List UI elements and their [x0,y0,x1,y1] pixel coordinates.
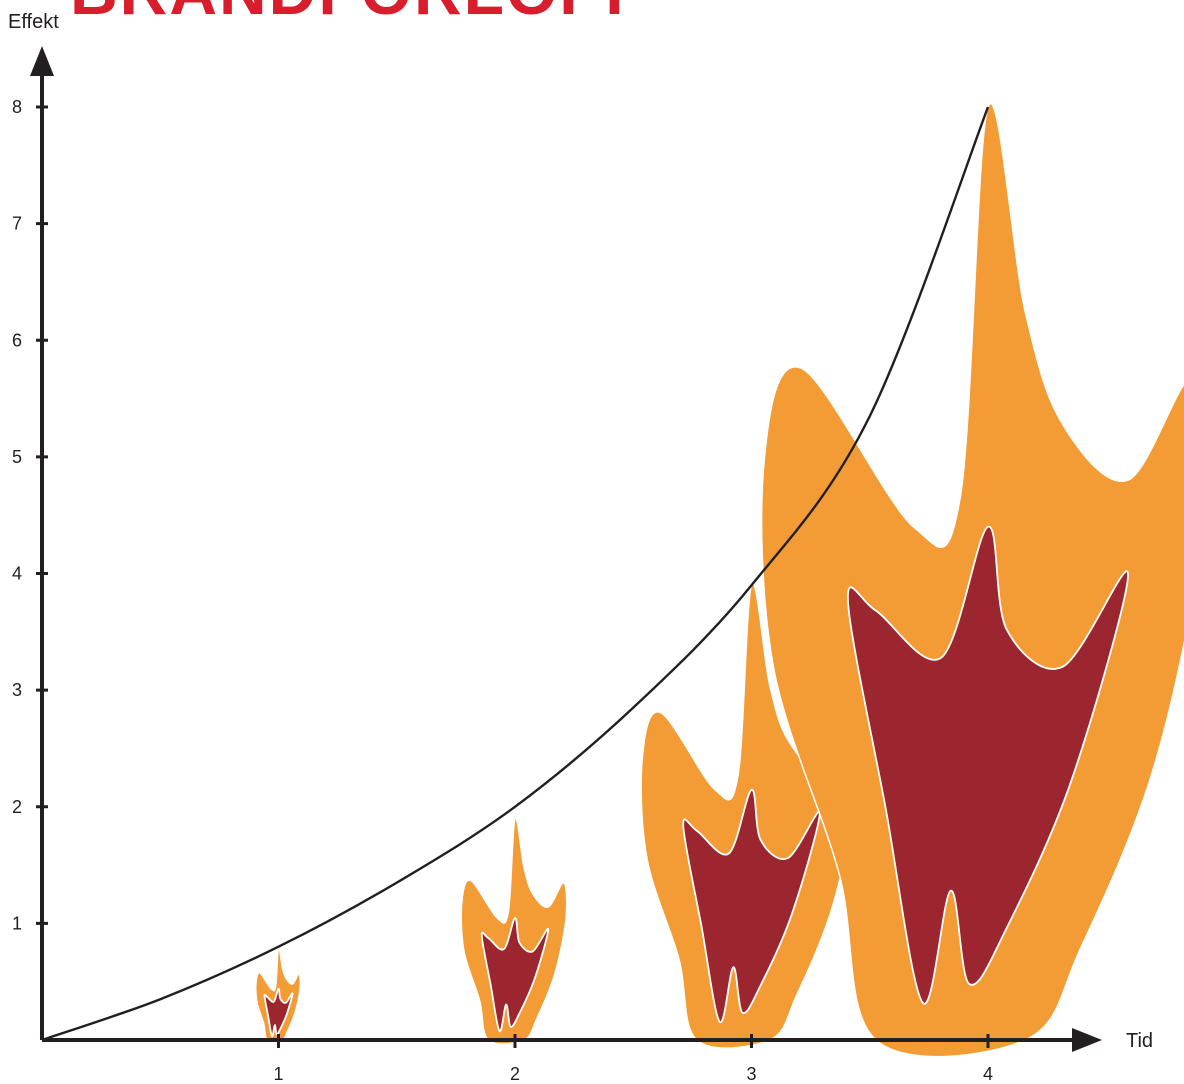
x-axis-label: Tid [1126,1030,1153,1052]
flame-inner [263,987,294,1038]
y-ticks: 1 2 3 4 5 6 7 8 [12,97,48,933]
y-axis-label: Effekt [8,11,59,33]
x-tick-label: 4 [983,1064,993,1084]
y-tick-label: 7 [12,214,22,234]
x-ticks: 1 2 3 4 [273,1034,993,1084]
y-tick-label: 8 [12,97,22,117]
effect-curve [41,106,990,1042]
x-axis-arrow [1072,1028,1102,1052]
x-tick-label: 1 [273,1064,283,1084]
x-tick-label: 2 [510,1064,520,1084]
y-tick-label: 1 [12,913,22,933]
flame-inner [682,788,821,1023]
chart-title: BRANDFÖRLOPP [70,0,651,28]
x-tick-label: 3 [746,1064,756,1084]
flame-inner [480,917,550,1033]
y-tick-label: 6 [12,330,22,350]
flame-inner [847,525,1129,1005]
y-axis-arrow [30,46,54,76]
y-tick-label: 5 [12,447,22,467]
y-tick-label: 3 [12,680,22,700]
y-tick-label: 4 [12,564,22,584]
flames-group [255,102,1184,1058]
y-tick-label: 2 [12,797,22,817]
